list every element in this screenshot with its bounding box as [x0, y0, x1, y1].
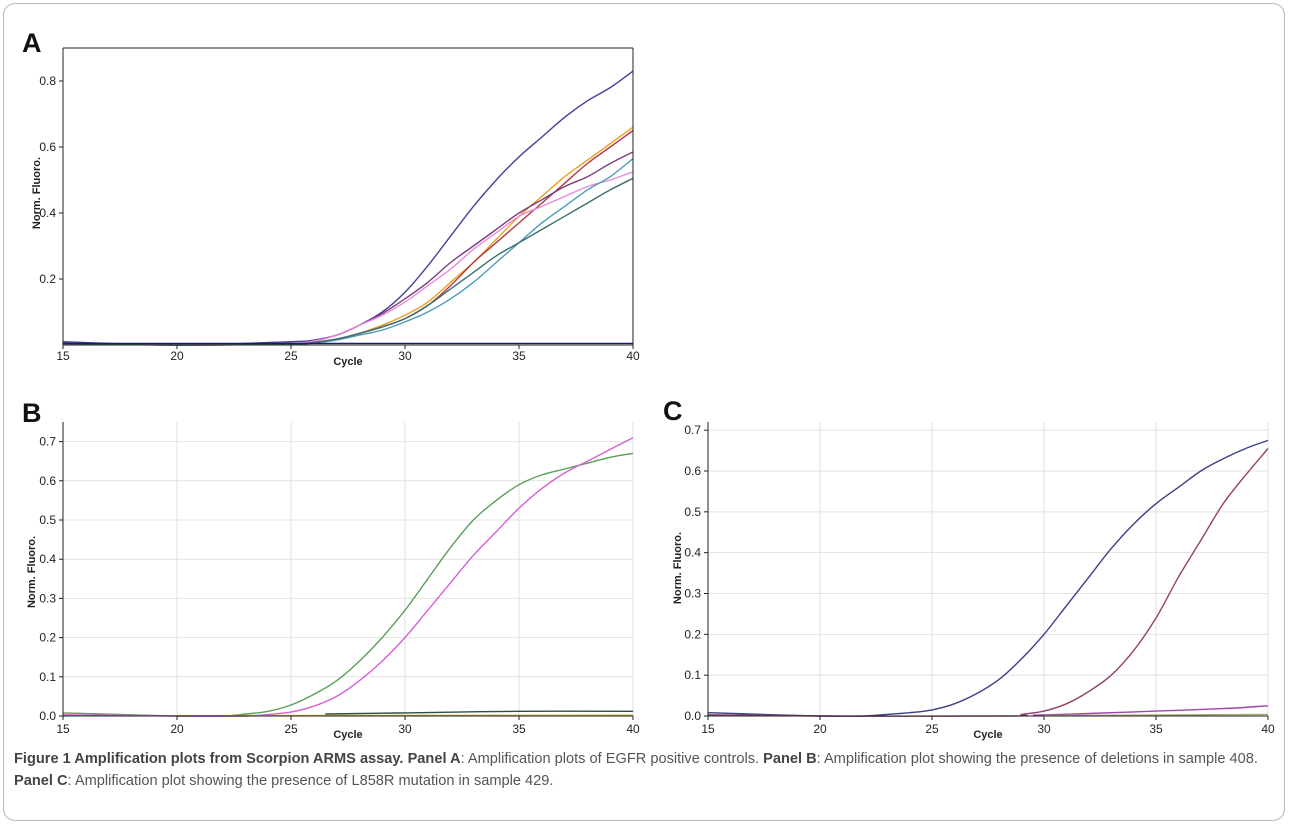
y-axis-title: Norm. Fluoro. — [31, 157, 43, 229]
y-tick-label: 0.8 — [39, 74, 56, 88]
x-tick-label: 15 — [56, 349, 70, 363]
panel-c-letter: C — [663, 396, 683, 426]
figure-caption: Figure 1 Amplification plots from Scorpi… — [14, 748, 1279, 792]
x-tick-label: 25 — [284, 349, 298, 363]
x-tick-label: 15 — [701, 722, 715, 736]
x-tick-label: 35 — [1149, 722, 1163, 736]
x-tick-label: 40 — [626, 349, 640, 363]
y-tick-label: 0.2 — [684, 627, 701, 641]
y-tick-label: 0.1 — [684, 668, 701, 682]
y-tick-label: 0.5 — [39, 513, 56, 527]
series-line-2 — [62, 437, 634, 717]
y-tick-label: 0.7 — [39, 435, 56, 449]
y-tick-label: 0.6 — [39, 140, 56, 154]
x-tick-label: 30 — [398, 722, 412, 736]
plot-area — [63, 422, 633, 716]
caption-panel-a-text: : Amplification plots of EGFR positive c… — [460, 751, 760, 767]
y-tick-label: 0.4 — [39, 206, 56, 220]
panel-a-letter: A — [22, 28, 42, 58]
y-tick-label: 0.3 — [684, 587, 701, 601]
y-tick-label: 0.7 — [684, 423, 701, 437]
caption-panel-a-label: Panel A — [407, 751, 461, 767]
y-tick-label: 0.3 — [39, 591, 56, 605]
y-tick-label: 0.4 — [684, 546, 701, 560]
caption-title: Figure 1 Amplification plots from Scorpi… — [14, 751, 404, 767]
y-axis-title: Norm. Fluoro. — [672, 532, 684, 604]
x-tick-label: 35 — [512, 349, 526, 363]
caption-panel-c-label: Panel C — [14, 773, 68, 789]
series-line-3 — [325, 710, 634, 715]
figure-frame — [3, 3, 1285, 821]
x-tick-label: 35 — [512, 722, 526, 736]
x-tick-label: 25 — [925, 722, 939, 736]
x-tick-label: 20 — [170, 722, 184, 736]
y-axis-title: Norm. Fluoro. — [26, 536, 38, 608]
caption-panel-b-label: Panel B — [763, 751, 817, 767]
x-tick-label: 25 — [284, 722, 298, 736]
series-line-3 — [1032, 705, 1269, 716]
x-tick-label: 40 — [626, 722, 640, 736]
y-tick-label: 0.6 — [684, 464, 701, 478]
x-axis-title: Cycle — [333, 729, 362, 741]
series-line-1 — [62, 70, 634, 346]
y-tick-label: 0.2 — [39, 272, 56, 286]
caption-panel-b-text: : Amplification plot showing the presenc… — [816, 751, 1258, 767]
caption-panel-c-text: : Amplification plot showing the presenc… — [67, 773, 554, 789]
x-tick-label: 40 — [1261, 722, 1275, 736]
x-axis-title: Cycle — [333, 356, 362, 368]
y-tick-label: 0.1 — [39, 670, 56, 684]
x-tick-label: 20 — [170, 349, 184, 363]
x-axis-title: Cycle — [973, 729, 1002, 741]
x-tick-label: 15 — [56, 722, 70, 736]
panel-b-letter: B — [22, 398, 42, 428]
y-tick-label: 0.6 — [39, 474, 56, 488]
y-tick-label: 0.0 — [39, 709, 56, 723]
x-tick-label: 20 — [813, 722, 827, 736]
plot-area — [63, 48, 633, 345]
y-tick-label: 0.2 — [39, 631, 56, 645]
x-tick-label: 30 — [1037, 722, 1051, 736]
y-tick-label: 0.0 — [684, 709, 701, 723]
y-tick-label: 0.4 — [39, 552, 56, 566]
x-tick-label: 30 — [398, 349, 412, 363]
y-tick-label: 0.5 — [684, 505, 701, 519]
